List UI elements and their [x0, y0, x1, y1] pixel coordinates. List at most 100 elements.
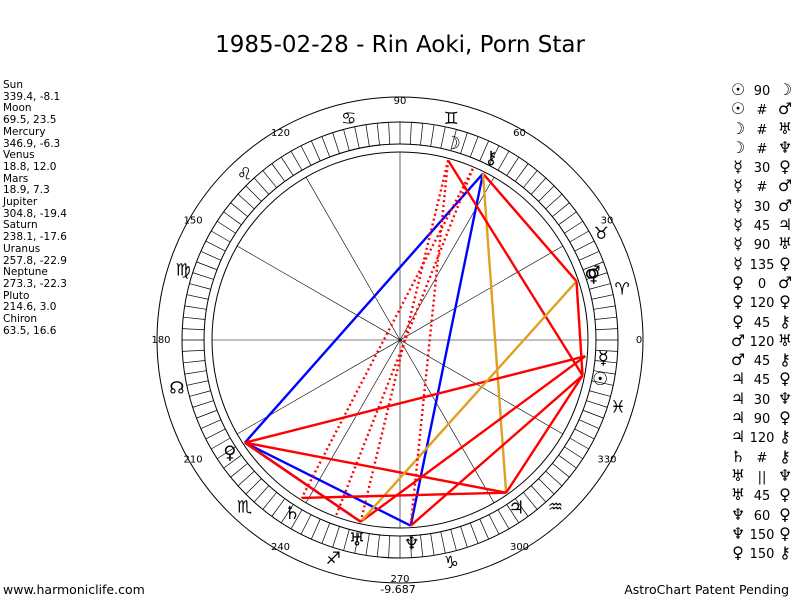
degree-tick	[200, 419, 222, 429]
aspect-row: ☿ # ♂	[727, 176, 799, 195]
aspect-planet-glyph: ♅	[777, 330, 793, 350]
declination-readout: -9.687	[380, 583, 415, 596]
chart-title: 1985-02-28 - Rin Aoki, Porn Star	[215, 32, 585, 58]
degree-tick	[332, 526, 340, 548]
degree-label: 90	[394, 96, 407, 107]
aspect-row: ☽ # ♆	[727, 138, 799, 157]
degree-tick	[440, 531, 446, 554]
aspect-line	[482, 172, 578, 283]
body-glyph: ♂	[584, 263, 600, 284]
aspect-planet-glyph: ☽	[730, 118, 746, 138]
aspect-line	[575, 281, 584, 376]
aspect-row: ♀ 150 ⚷	[727, 543, 799, 562]
degree-tick	[343, 529, 350, 551]
degree-tick	[183, 316, 206, 320]
aspect-value: 45	[753, 219, 771, 235]
degree-tick	[223, 211, 242, 226]
degree-label: 60	[513, 128, 526, 139]
degree-tick	[530, 177, 547, 195]
degree-tick	[440, 126, 446, 149]
degree-tick	[189, 390, 211, 397]
degree-tick	[497, 151, 510, 171]
zodiac-sign-glyph: ☊	[169, 378, 184, 398]
planet-name: Mars	[3, 172, 29, 185]
body-glyph: ♄	[284, 503, 300, 524]
degree-tick	[196, 261, 218, 271]
degree-tick	[376, 534, 380, 557]
aspect-planet-glyph: ♆	[777, 137, 793, 157]
footer-patent: AstroChart Patent Pending	[624, 582, 789, 597]
aspect-planet-glyph: ♆	[777, 388, 793, 408]
degree-tick	[271, 163, 286, 182]
degree-labels: 0 30 60 90 120 150 180 210 240 270 300 330	[151, 96, 642, 585]
planet-name: Jupiter	[3, 196, 38, 209]
degree-tick	[582, 261, 604, 271]
aspect-value: #	[756, 103, 768, 119]
degree-tick	[578, 419, 600, 429]
degree-tick	[245, 185, 262, 202]
aspect-planet-glyph: ☽	[777, 80, 793, 99]
body-glyph: ☉	[592, 369, 608, 390]
degree-tick	[262, 170, 277, 188]
degree-tick	[189, 283, 211, 290]
degree-tick	[211, 230, 231, 243]
degree-tick	[564, 220, 584, 234]
degree-label: 150	[183, 216, 202, 227]
degree-tick	[343, 129, 350, 151]
degree-ticks	[182, 122, 618, 558]
aspect-value: 120	[749, 296, 775, 312]
aspect-row: ♃ 120 ⚷	[727, 427, 799, 446]
aspect-value: 90	[753, 84, 771, 99]
body-glyphs: ☽⚷♂♀☿☉♃♆♅♄♀	[223, 133, 608, 555]
degree-tick	[552, 463, 570, 478]
degree-tick	[589, 283, 611, 290]
degree-tick	[506, 156, 520, 176]
degree-tick	[300, 145, 312, 166]
zodiac-sign-glyph: ♋	[341, 109, 356, 129]
aspect-value: 30	[753, 392, 771, 408]
aspect-line-dotted	[409, 160, 450, 526]
degree-tick	[253, 177, 270, 195]
aspect-row: ♅ || ♆	[727, 466, 799, 485]
planet-name: Neptune	[3, 266, 48, 279]
aspect-value: 45	[753, 373, 771, 389]
aspect-value: 30	[753, 161, 771, 177]
aspect-line	[409, 374, 584, 527]
aspect-line	[505, 374, 584, 494]
degree-tick	[311, 518, 321, 540]
aspect-planet-glyph: ♂	[777, 272, 793, 292]
degree-tick	[223, 454, 242, 469]
aspect-planet-glyph: ♀	[779, 292, 791, 312]
degree-tick	[230, 463, 248, 478]
degree-tick	[479, 518, 489, 540]
aspect-planet-glyph: ☿	[733, 176, 743, 196]
degree-tick	[488, 514, 500, 535]
aspect-row: ☿ 135 ♀	[727, 254, 799, 273]
degree-tick	[196, 409, 218, 419]
planet-coords: 304.8, -19.4	[3, 207, 67, 220]
aspect-planet-glyph: ⚷	[779, 427, 791, 447]
footer-website[interactable]: www.harmoniclife.com	[3, 582, 145, 597]
degree-tick	[192, 272, 214, 280]
aspect-planet-glyph: ♀	[732, 311, 744, 331]
aspect-value: 45	[753, 354, 771, 370]
aspect-line	[359, 280, 578, 523]
degree-tick	[321, 522, 331, 544]
aspect-planet-glyph: ☿	[733, 253, 743, 273]
zodiac-sign-glyph: ♉	[594, 224, 609, 244]
aspect-planet-glyph: ♅	[777, 234, 793, 254]
aspect-planet-glyph: ♃	[777, 215, 793, 235]
aspect-planet-glyph: ♀	[779, 408, 791, 428]
aspect-planet-glyph: ♀	[732, 292, 744, 312]
degree-tick	[430, 533, 435, 556]
degree-tick	[497, 509, 510, 529]
degree-tick	[253, 485, 270, 503]
aspect-planet-glyph: ♀	[779, 485, 791, 505]
degree-tick	[591, 294, 614, 300]
planet-coords: 346.9, -6.3	[3, 137, 61, 150]
spoke-line	[237, 245, 563, 435]
zodiac-sign-glyph: ♏	[237, 498, 252, 518]
body-glyph: ♅	[349, 529, 365, 550]
planet-name: Venus	[3, 149, 35, 162]
degree-tick	[460, 132, 468, 154]
